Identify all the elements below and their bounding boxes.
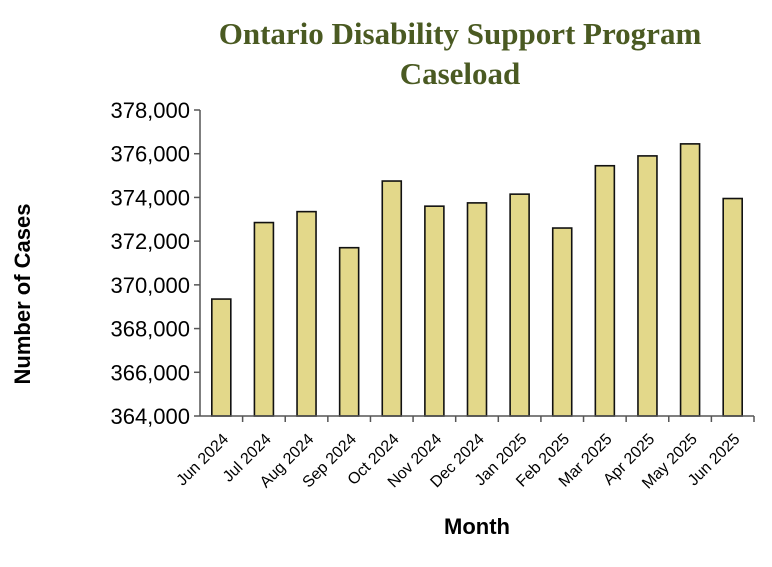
bar xyxy=(466,202,488,417)
y-axis-ticks: 364,000 366,000 368,000 370,000 372,000 374,0… xyxy=(110,98,200,429)
bars xyxy=(211,143,743,417)
bar xyxy=(338,246,360,417)
y-axis-title: Number of Cases xyxy=(10,204,35,385)
bar xyxy=(211,298,232,417)
chart-title-line-2: Caseload xyxy=(399,56,521,91)
x-axis-title: Month xyxy=(444,514,510,539)
y-tick-label: 370,000 xyxy=(110,273,190,298)
bar xyxy=(679,143,701,417)
y-tick-label: 368,000 xyxy=(110,317,190,342)
bar xyxy=(594,164,616,417)
bar xyxy=(637,155,658,417)
y-tick-label: 378,000 xyxy=(110,98,190,123)
bar xyxy=(381,180,403,417)
bar xyxy=(509,193,530,417)
bar xyxy=(722,197,743,417)
bar xyxy=(296,210,317,417)
chart-title-line-1: Ontario Disability Support Program xyxy=(218,16,702,51)
bar xyxy=(551,227,573,417)
bar xyxy=(253,221,275,417)
x-tick-label: Jun 2024 xyxy=(174,431,233,490)
y-tick-label: 376,000 xyxy=(110,142,190,167)
y-tick-label: 374,000 xyxy=(110,185,190,210)
bar xyxy=(424,205,445,417)
chart-title: Ontario Disability Support Program Casel… xyxy=(150,14,770,94)
y-tick-label: 366,000 xyxy=(110,360,190,385)
y-tick-label: 372,000 xyxy=(110,229,190,254)
y-tick-label: 364,000 xyxy=(110,404,190,429)
